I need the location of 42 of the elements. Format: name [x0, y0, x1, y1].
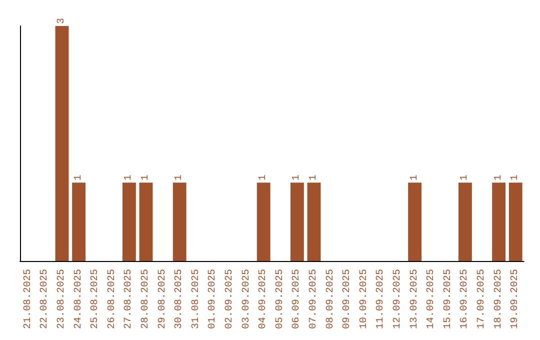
data-label: 3 [56, 18, 68, 24]
x-tick-label: 21.08.2025 [22, 268, 34, 330]
x-tick-label: 16.09.2025 [460, 268, 471, 330]
x-tick-label: 05.09.2025 [274, 268, 286, 330]
x-tick-label: 25.08.2025 [90, 268, 102, 330]
x-tick-label: 10.09.2025 [358, 268, 370, 330]
data-label: 1 [292, 174, 303, 181]
x-tick-label: 15.09.2025 [442, 268, 454, 330]
x-tick-label: 06.09.2025 [292, 268, 303, 330]
x-tick-label: 12.09.2025 [392, 268, 404, 330]
data-label: 1 [493, 174, 504, 181]
data-label: 1 [409, 174, 420, 181]
data-label: 1 [308, 174, 320, 181]
x-tick-label: 27.08.2025 [124, 268, 135, 330]
data-label: 1 [510, 174, 522, 181]
x-tick-label: 19.09.2025 [510, 268, 522, 330]
x-tick-label: 02.09.2025 [224, 268, 236, 330]
x-tick-label: 09.09.2025 [342, 268, 354, 330]
data-label: 1 [460, 174, 471, 181]
x-tick-label: 29.08.2025 [157, 268, 168, 330]
x-tick-label: 30.08.2025 [174, 268, 186, 330]
data-label: 1 [258, 174, 270, 181]
x-tick-label: 24.08.2025 [73, 268, 84, 330]
x-tick-label: 17.09.2025 [476, 268, 488, 330]
x-tick-label: 28.08.2025 [140, 268, 152, 330]
x-tick-label: 13.09.2025 [409, 268, 420, 330]
x-tick-label: 01.09.2025 [208, 268, 219, 330]
x-tick-label: 23.08.2025 [56, 268, 68, 330]
x-tick-label: 26.08.2025 [106, 268, 118, 330]
data-label: 1 [140, 174, 152, 181]
data-label: 1 [73, 174, 84, 181]
x-tick-label: 31.08.2025 [190, 268, 202, 330]
x-tick-label: 03.09.2025 [241, 268, 252, 330]
x-tick-label: 11.09.2025 [376, 268, 387, 330]
x-tick-label: 08.09.2025 [325, 268, 336, 330]
x-tick-label: 04.09.2025 [258, 268, 270, 330]
data-label: 1 [174, 174, 186, 181]
x-tick-label: 14.09.2025 [426, 268, 438, 330]
x-tick-label: 07.09.2025 [308, 268, 320, 330]
x-tick-label: 22.08.2025 [40, 268, 51, 330]
x-tick-label: 18.09.2025 [493, 268, 504, 330]
data-label: 1 [124, 174, 135, 181]
